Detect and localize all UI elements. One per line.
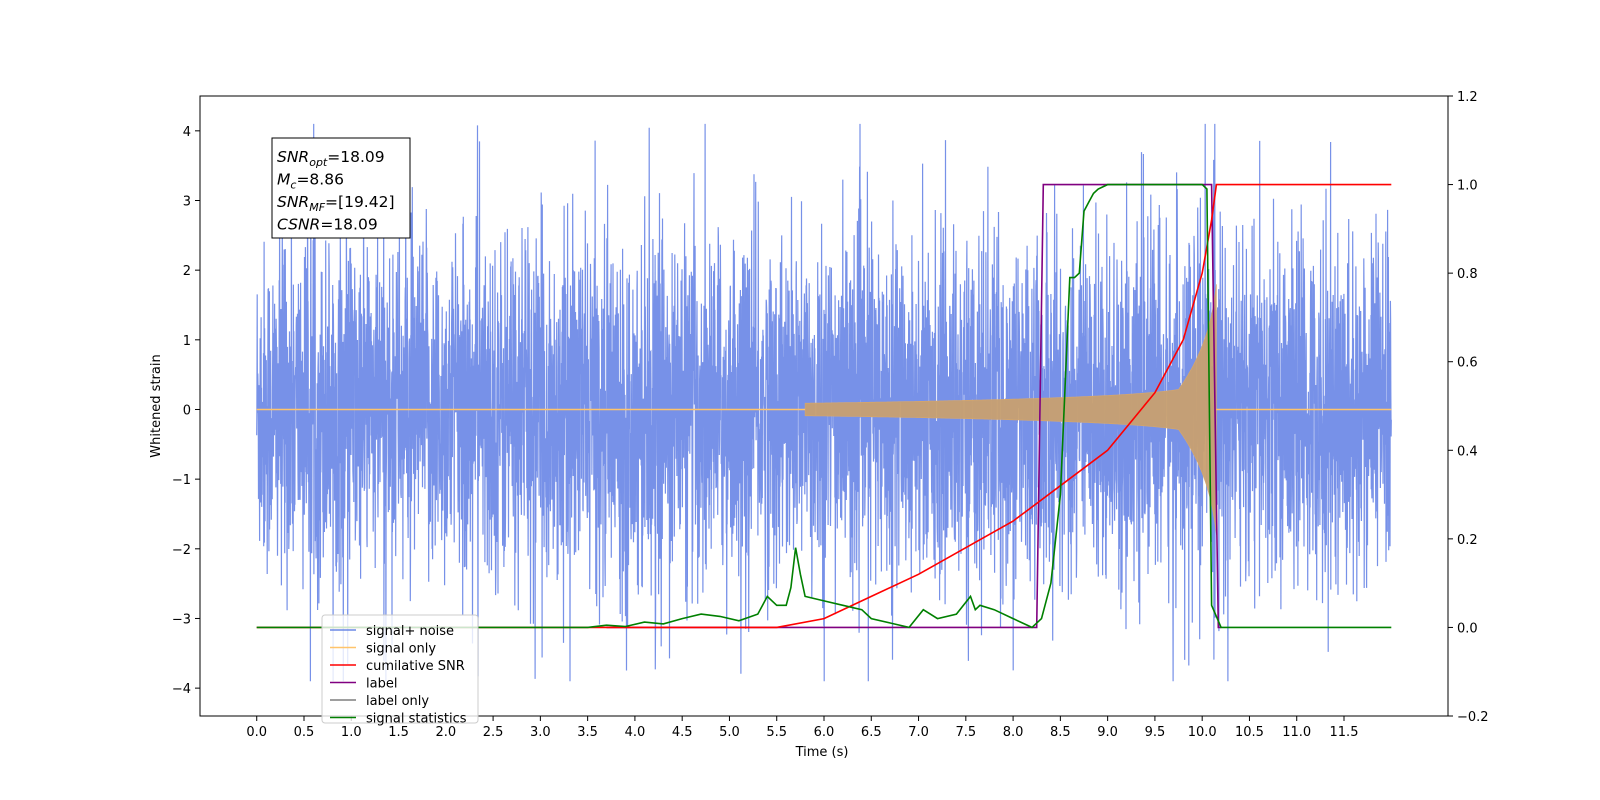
- stats-symbol: CSNR: [277, 216, 320, 234]
- y-left-tick-label: 1: [183, 334, 191, 349]
- x-tick-label: 1.0: [341, 725, 362, 740]
- y-left-tick-label: −2: [172, 543, 191, 558]
- x-tick-label: 6.0: [814, 725, 835, 740]
- stats-subscript: opt: [309, 156, 328, 169]
- x-axis-label: Time (s): [795, 745, 849, 760]
- x-tick-label: 5.5: [766, 725, 787, 740]
- x-tick-label: 4.0: [625, 725, 646, 740]
- y-right-tick-label: 0.8: [1457, 267, 1478, 282]
- x-tick-label: 10.5: [1235, 725, 1264, 740]
- x-tick-label: 3.0: [530, 725, 551, 740]
- y-left-tick-label: −4: [172, 682, 191, 697]
- y-right-tick-label: −0.2: [1457, 710, 1489, 725]
- x-tick-label: 1.5: [388, 725, 409, 740]
- x-tick-label: 2.0: [435, 725, 456, 740]
- stats-line: SNRopt=18.09: [277, 148, 385, 169]
- stats-line: CSNR=18.09: [277, 216, 378, 234]
- x-tick-label: 8.5: [1050, 725, 1071, 740]
- x-tick-label: 9.0: [1097, 725, 1118, 740]
- legend-item: cumilative SNR: [366, 659, 465, 674]
- y-right-tick-label: 1.0: [1457, 179, 1478, 194]
- legend-item: signal only: [366, 642, 436, 657]
- stats-box: SNRopt=18.09Mc=8.86SNRMF=[19.42]CSNR=18.…: [271, 137, 411, 239]
- x-tick-label: 6.5: [861, 725, 882, 740]
- stats-value: =[19.42]: [325, 193, 394, 211]
- stats-symbol: M: [277, 171, 290, 189]
- stats-subscript: MF: [309, 201, 325, 214]
- series-signal-statistics: [256, 183, 1392, 629]
- legend-item: label: [366, 677, 397, 692]
- x-tick-label: 8.0: [1003, 725, 1024, 740]
- stats-line: Mc=8.86: [277, 171, 344, 192]
- y-left-tick-label: −1: [172, 473, 191, 488]
- y-right-tick-label: 1.2: [1457, 90, 1478, 105]
- y-right-tick-label: 0.6: [1457, 356, 1478, 371]
- y-left-tick-label: 3: [183, 194, 191, 209]
- x-tick-label: 10.0: [1188, 725, 1217, 740]
- x-tick-label: 11.0: [1282, 725, 1311, 740]
- x-tick-label: 9.5: [1145, 725, 1166, 740]
- x-tick-label: 2.5: [483, 725, 504, 740]
- legend-item: signal+ noise: [366, 624, 454, 639]
- x-tick-label: 7.5: [955, 725, 976, 740]
- y-axis-label: Whitened strain: [149, 354, 164, 457]
- y-left-tick-label: 2: [183, 264, 191, 279]
- y-left-tick-label: 4: [183, 125, 191, 140]
- stats-value: =8.86: [296, 171, 344, 189]
- legend-item: signal statistics: [366, 712, 467, 727]
- y-left-tick-label: −3: [172, 612, 191, 627]
- series-signal-noise: [256, 123, 1392, 682]
- x-tick-label: 0.0: [246, 725, 267, 740]
- x-tick-label: 3.5: [577, 725, 598, 740]
- x-tick-label: 5.0: [719, 725, 740, 740]
- x-tick-label: 11.5: [1330, 725, 1359, 740]
- y-left-tick-label: 0: [183, 403, 191, 418]
- y-right-tick-label: 0.4: [1457, 444, 1478, 459]
- x-tick-label: 0.5: [294, 725, 315, 740]
- y-right-tick-label: 0.0: [1457, 621, 1478, 636]
- stats-subscript: c: [290, 179, 296, 192]
- y-right-tick-label: 0.2: [1457, 533, 1478, 548]
- stats-symbol: SNR: [277, 148, 309, 166]
- x-tick-label: 4.5: [672, 725, 693, 740]
- stats-line: SNRMF=[19.42]: [277, 193, 395, 214]
- stats-symbol: SNR: [277, 193, 309, 211]
- stats-value: =18.09: [320, 216, 377, 234]
- stats-value: =18.09: [327, 148, 384, 166]
- legend-item: label only: [366, 694, 429, 709]
- x-tick-label: 7.0: [908, 725, 929, 740]
- legend: signal+ noise signal only cumilative SNR la…: [321, 614, 479, 727]
